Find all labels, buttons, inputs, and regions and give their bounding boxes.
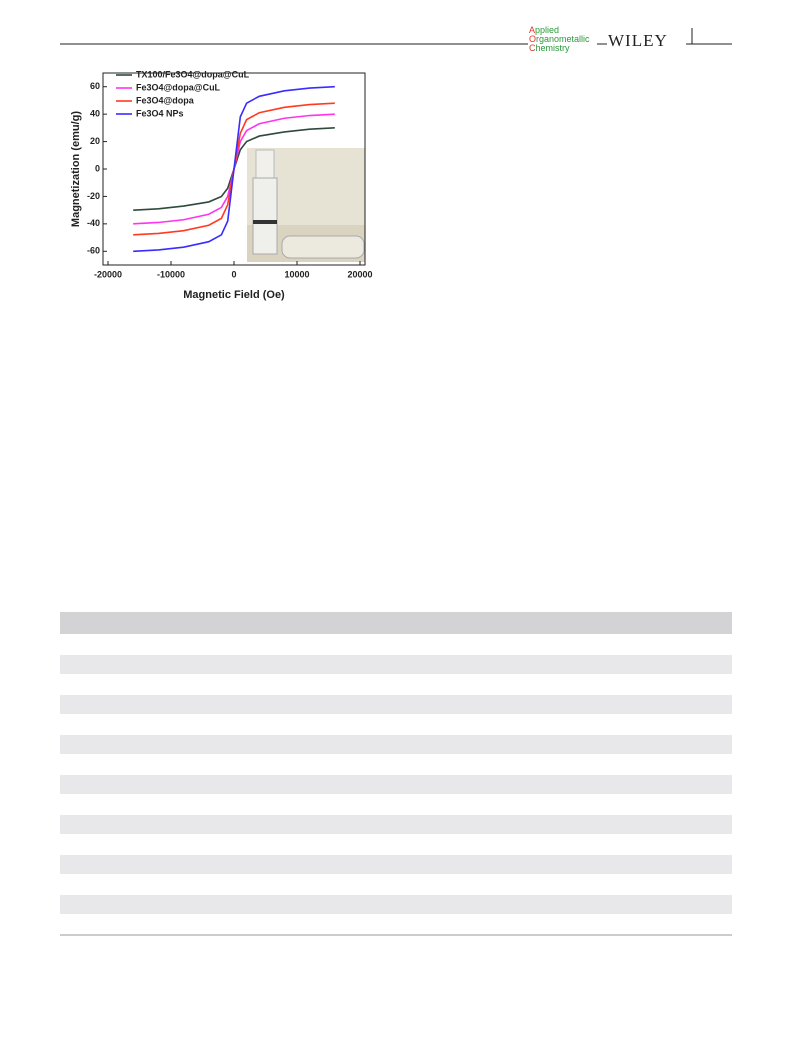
legend-label: Fe3O4@dopa	[136, 95, 195, 105]
x-tick-label: -10000	[157, 269, 185, 279]
table	[60, 612, 732, 936]
y-tick-label: 20	[90, 136, 100, 146]
x-tick-label: 10000	[284, 269, 309, 279]
chart: -20000 -10000 0 10000 20000 -60 -40 -20 0 20 40 60 M…	[70, 69, 373, 301]
publisher: WILEY	[608, 31, 668, 50]
journal-word: Applied	[529, 25, 560, 35]
inset-photo	[247, 148, 365, 262]
journal-word: Organometallic	[529, 34, 590, 44]
y-tick-label: 40	[90, 109, 100, 119]
x-tick-label: -20000	[94, 269, 122, 279]
y-axis-label: Magnetization (emu/g)	[70, 111, 82, 227]
journal-name: Applied Organometallic Chemistry	[529, 26, 590, 53]
y-tick-label: 60	[90, 81, 100, 91]
legend-label: Fe3O4 NPs	[136, 108, 184, 118]
legend-label: Fe3O4@dopa@CuL	[136, 82, 221, 92]
y-tick-label: -40	[87, 218, 100, 228]
y-tick-label: -60	[87, 246, 100, 256]
legend-label: TX100/Fe3O4@dopa@CuL	[136, 69, 250, 79]
x-tick-label: 0	[231, 269, 236, 279]
y-tick-label: -20	[87, 191, 100, 201]
x-tick-label: 20000	[347, 269, 372, 279]
journal-word: Chemistry	[529, 43, 570, 53]
header-rules	[60, 28, 732, 45]
y-tick-label: 0	[95, 163, 100, 173]
series-line	[133, 85, 335, 253]
x-axis-label: Magnetic Field (Oe)	[183, 289, 285, 301]
